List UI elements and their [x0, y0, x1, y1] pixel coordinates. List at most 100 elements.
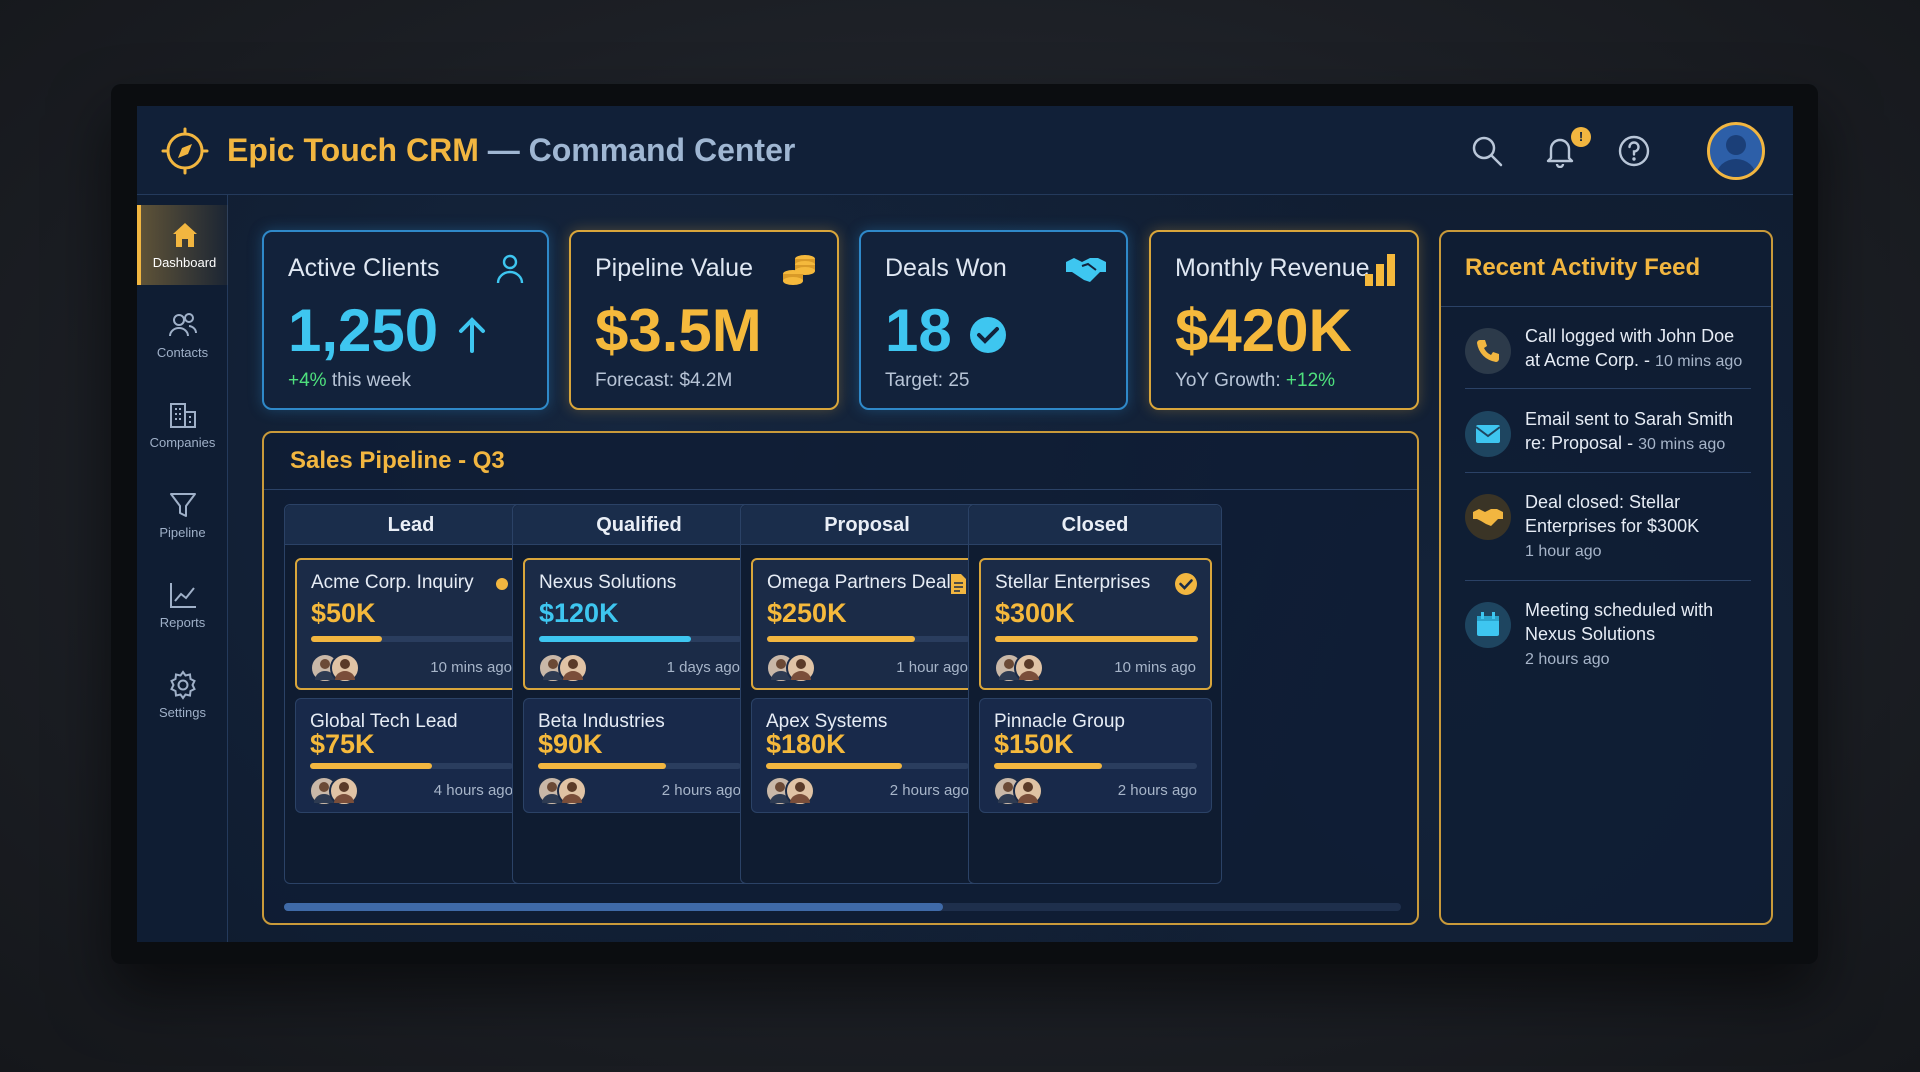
- deal-team-avatars: [764, 775, 824, 807]
- user-silhouette-icon: [1716, 135, 1756, 177]
- mail-icon: [1475, 425, 1501, 443]
- kpi-label: Deals Won: [885, 254, 1007, 282]
- deal-time: 10 mins ago: [430, 659, 512, 676]
- phone-icon-wrap: [1465, 328, 1511, 374]
- deal-team-avatars: [992, 775, 1052, 807]
- kpi-card-deals-won[interactable]: Deals Won 18 Target: 25: [859, 230, 1128, 410]
- bell-icon[interactable]: [1543, 134, 1577, 168]
- deal-name: Pinnacle Group: [994, 711, 1125, 732]
- deal-time: 1 days ago: [666, 659, 740, 676]
- deal-progress-bar: [995, 636, 1198, 642]
- top-header: Epic Touch CRM — Command Center !: [137, 106, 1793, 195]
- pipeline-title: Sales Pipeline - Q3: [290, 447, 505, 474]
- home-icon: [172, 223, 197, 247]
- kpi-change: +12%: [1285, 370, 1336, 391]
- activity-feed-panel: Recent Activity Feed Call logged with Jo…: [1439, 230, 1773, 925]
- kpi-subtext: YoY Growth: +12%: [1175, 370, 1335, 392]
- deal-progress-fill: [995, 636, 1198, 642]
- deal-progress-fill: [766, 763, 902, 769]
- deal-card[interactable]: Stellar Enterprises $300K 10 mins ago: [979, 558, 1212, 690]
- kpi-value-text: 1,250: [288, 297, 439, 364]
- kpi-value: $420K: [1175, 297, 1352, 364]
- deal-card[interactable]: Pinnacle Group $150K 2 hours ago: [979, 698, 1212, 813]
- app-section: Command Center: [528, 132, 796, 168]
- sidebar-item-label: Contacts: [156, 345, 209, 360]
- sidebar-item-settings[interactable]: Settings: [137, 655, 228, 735]
- kpi-card-monthly-revenue[interactable]: Monthly Revenue $420K YoY Growth: +12%: [1149, 230, 1419, 410]
- help-icon[interactable]: [1617, 134, 1651, 168]
- sidebar-item-reports[interactable]: Reports: [137, 565, 228, 645]
- deal-card[interactable]: Omega Partners Deal $250K 1 hour ago: [751, 558, 984, 690]
- divider: [1465, 388, 1751, 389]
- kpi-label: Active Clients: [288, 254, 440, 282]
- sidebar-item-label: Settings: [159, 705, 206, 720]
- kpi-subtext: Target: 25: [885, 370, 970, 391]
- pipeline-scrollbar[interactable]: [284, 903, 1401, 911]
- pipeline-column-qualified: Qualified Nexus Solutions $120K 1 days ago B…: [512, 504, 766, 884]
- deal-team-avatars: [537, 652, 597, 684]
- column-header: Closed: [969, 505, 1221, 545]
- activity-text: Email sent to Sarah Smith re: Proposal: [1525, 409, 1734, 453]
- gear-icon: [169, 670, 196, 700]
- kpi-label: Pipeline Value: [595, 254, 753, 282]
- activity-time: 1 hour ago: [1525, 543, 1602, 560]
- kpi-subtext: +4% this week: [288, 370, 411, 392]
- sidebar-item-companies[interactable]: Companies: [137, 385, 228, 465]
- sidebar: Dashboard Contacts Companies Pipeline Re…: [137, 195, 228, 942]
- deal-progress-fill: [310, 763, 432, 769]
- kpi-change: +4%: [288, 370, 327, 391]
- deal-progress-bar: [310, 763, 513, 769]
- deal-card[interactable]: Acme Corp. Inquiry $50K 10 mins ago: [295, 558, 528, 690]
- activity-text: Call logged with John Doe at Acme Corp.: [1525, 326, 1735, 370]
- arrow-up-icon: [458, 317, 485, 354]
- deal-amount: $120K: [539, 598, 619, 628]
- deal-card[interactable]: Beta Industries $90K 2 hours ago: [523, 698, 756, 813]
- deal-progress-bar: [539, 636, 742, 642]
- deal-team-avatars: [309, 652, 369, 684]
- sidebar-item-pipeline[interactable]: Pipeline: [137, 475, 228, 555]
- deal-card[interactable]: Apex Systems $180K 2 hours ago: [751, 698, 984, 813]
- calendar-icon: [1477, 612, 1499, 636]
- column-header: Lead: [285, 505, 537, 545]
- column-header: Proposal: [741, 505, 993, 545]
- deal-progress-bar: [767, 636, 970, 642]
- funnel-icon: [169, 493, 196, 517]
- search-icon[interactable]: [1470, 134, 1504, 168]
- deal-progress-bar: [994, 763, 1197, 769]
- pipeline-column-closed: Closed Stellar Enterprises $300K 10 mins ag…: [968, 504, 1222, 884]
- sidebar-item-contacts[interactable]: Contacts: [137, 295, 228, 375]
- sidebar-item-dashboard[interactable]: Dashboard: [137, 205, 228, 285]
- deal-card[interactable]: Nexus Solutions $120K 1 days ago: [523, 558, 756, 690]
- scrollbar-thumb[interactable]: [284, 903, 944, 911]
- check-circle-icon: [1175, 573, 1197, 595]
- deal-amount: $90K: [538, 729, 603, 759]
- deal-amount: $180K: [766, 729, 846, 759]
- user-icon: [496, 254, 524, 284]
- deal-name: Nexus Solutions: [539, 572, 677, 593]
- deal-name: Global Tech Lead: [310, 711, 458, 732]
- divider: [1465, 580, 1751, 581]
- sidebar-item-label: Dashboard: [152, 255, 217, 270]
- deal-team-avatars: [765, 652, 825, 684]
- chart-line-icon: [169, 583, 196, 608]
- divider: [1465, 472, 1751, 473]
- user-avatar[interactable]: [1707, 122, 1765, 180]
- building-icon: [169, 403, 196, 428]
- notification-badge: !: [1571, 127, 1591, 147]
- deal-amount: $50K: [311, 598, 376, 628]
- activity-text: Meeting scheduled with Nexus Solutions: [1525, 600, 1714, 644]
- kpi-card-active-clients[interactable]: Active Clients 1,250 +4% this week: [262, 230, 549, 410]
- contacts-icon: [168, 313, 197, 337]
- deal-amount: $250K: [767, 598, 847, 628]
- deal-progress-fill: [994, 763, 1102, 769]
- activity-text: Deal closed: Stellar Enterprises for $30…: [1525, 492, 1700, 536]
- kpi-value-text: 18: [885, 297, 952, 364]
- kpi-card-pipeline-value[interactable]: Pipeline Value $3.5M Forecast: $4.2M: [569, 230, 839, 410]
- deal-name: Apex Systems: [766, 711, 888, 732]
- deal-progress-fill: [538, 763, 666, 769]
- deal-time: 2 hours ago: [1117, 782, 1197, 799]
- handshake-icon: [1066, 258, 1106, 282]
- deal-card[interactable]: Global Tech Lead $75K 4 hours ago: [295, 698, 528, 813]
- document-icon: [951, 574, 966, 594]
- activity-time: 30 mins ago: [1638, 436, 1726, 453]
